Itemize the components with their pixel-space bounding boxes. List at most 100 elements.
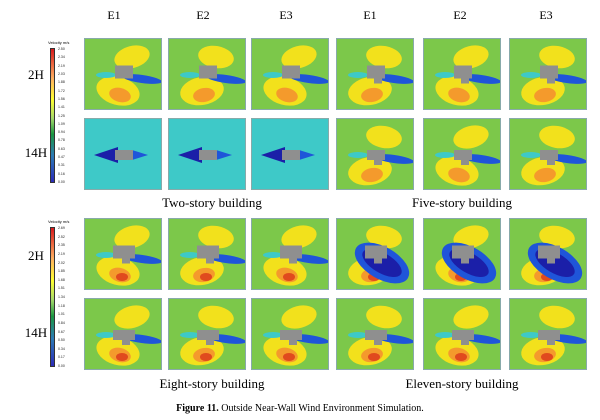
legend-colorbar (50, 48, 55, 183)
legend-tick-label: 1.25 (58, 113, 65, 118)
legend-tick-label: 1.68 (58, 277, 65, 282)
row-label-14h-bottom: 14H (24, 325, 48, 340)
legend-colorbar (50, 227, 55, 367)
column-header-e3-right: E3 (539, 8, 553, 22)
legend-tick-label: 1.85 (58, 269, 65, 274)
velocity-contour-image (424, 119, 500, 189)
legend-tick-label: 2.19 (58, 63, 65, 68)
legend-tick-label: 0.47 (58, 155, 65, 160)
velocity-contour-image (169, 299, 245, 369)
velocity-contour-image (337, 39, 413, 109)
legend-tick-label: 0.67 (58, 329, 65, 334)
velocity-contour-image (337, 119, 413, 189)
column-header-e2-left: E2 (196, 8, 210, 22)
wind-field-panel-top-14h-4 (336, 118, 414, 190)
legend-title: Velocity m/s (48, 219, 70, 224)
legend-tick-label: 0.00 (58, 180, 65, 184)
legend-tick-label: 2.35 (58, 243, 65, 248)
wind-field-panel-bottom-14h-2 (168, 298, 246, 370)
row-label-2h-bottom: 2H (28, 248, 44, 263)
velocity-contour-image (424, 219, 500, 289)
wind-field-panel-bottom-2h-4 (336, 218, 414, 290)
legend-tick-label: 1.18 (58, 303, 65, 308)
velocity-contour-image (510, 219, 586, 289)
velocity-contour-image (252, 219, 328, 289)
wind-field-panel-top-2h-3 (251, 38, 329, 110)
figure-caption: Figure 11. Outside Near-Wall Wind Enviro… (0, 403, 600, 414)
legend-tick-label: 0.17 (58, 355, 65, 360)
legend-tick-label: 1.72 (58, 88, 65, 93)
velocity-contour-image (424, 299, 500, 369)
legend-title: Velocity m/s (48, 40, 70, 45)
wind-field-panel-bottom-2h-3 (251, 218, 329, 290)
legend-tick-label: 0.63 (58, 146, 65, 151)
legend-tick-label: 0.50 (58, 338, 65, 343)
velocity-contour-image (85, 39, 161, 109)
legend-tick-label: 0.00 (58, 364, 65, 368)
wind-field-panel-bottom-14h-5 (423, 298, 501, 370)
wind-field-panel-top-2h-5 (423, 38, 501, 110)
velocity-legend-bottom: Velocity m/s 2.69 2.52 2.35 2.19 2.02 1.85 1.6… (48, 219, 88, 369)
legend-tick-label: 2.19 (58, 251, 65, 256)
velocity-contour-image (510, 39, 586, 109)
wind-field-panel-top-14h-5 (423, 118, 501, 190)
wind-field-panel-bottom-14h-1 (84, 298, 162, 370)
velocity-contour-image (337, 219, 413, 289)
legend-tick-label: 2.34 (58, 55, 65, 60)
legend-tick-label: 0.84 (58, 320, 65, 325)
velocity-legend-top: Velocity m/s 2.50 2.34 2.19 2.03 1.88 1.72 1.5… (48, 40, 88, 185)
wind-field-panel-top-2h-2 (168, 38, 246, 110)
legend-tick-label: 1.01 (58, 312, 65, 317)
legend-tick-label: 0.31 (58, 163, 65, 168)
wind-field-panel-top-14h-3 (251, 118, 329, 190)
wind-field-panel-top-2h-1 (84, 38, 162, 110)
velocity-contour-image (424, 39, 500, 109)
group-title-two-story: Two-story building (162, 195, 262, 210)
velocity-contour-image (85, 219, 161, 289)
wind-field-panel-bottom-14h-6 (509, 298, 587, 370)
velocity-contour-image (510, 299, 586, 369)
legend-tick-label: 1.88 (58, 80, 65, 85)
figure-caption-label: Figure 11. (176, 403, 219, 414)
legend-tick-label: 0.78 (58, 138, 65, 143)
wind-field-panel-top-14h-1 (84, 118, 162, 190)
velocity-contour-image (337, 299, 413, 369)
column-header-e3-left: E3 (279, 8, 293, 22)
row-label-14h-top: 14H (24, 145, 48, 160)
row-label-2h-top: 2H (28, 67, 44, 82)
legend-tick-label: 1.41 (58, 105, 65, 110)
velocity-contour-image (252, 299, 328, 369)
legend-tick-label: 2.69 (58, 226, 65, 230)
velocity-contour-image (85, 299, 161, 369)
wind-field-panel-bottom-14h-3 (251, 298, 329, 370)
column-header-e2-right: E2 (453, 8, 467, 22)
wind-field-panel-top-14h-6 (509, 118, 587, 190)
legend-tick-label: 1.51 (58, 286, 65, 291)
legend-tick-label: 1.09 (58, 121, 65, 126)
velocity-contour-image (85, 119, 161, 189)
figure-caption-text: Outside Near-Wall Wind Environment Simul… (218, 403, 424, 414)
velocity-contour-image (252, 119, 328, 189)
legend-tick-label: 0.16 (58, 171, 65, 176)
legend-tick-label: 2.50 (58, 47, 65, 51)
legend-tick-label: 1.34 (58, 295, 65, 299)
legend-tick-label: 2.02 (58, 260, 65, 265)
velocity-contour-image (510, 119, 586, 189)
legend-tick-label: 0.94 (58, 130, 65, 135)
wind-field-panel-top-14h-2 (168, 118, 246, 190)
wind-field-panel-top-2h-6 (509, 38, 587, 110)
group-title-five-story: Five-story building (411, 195, 513, 210)
group-title-eleven-story: Eleven-story building (405, 376, 519, 391)
wind-field-panel-bottom-2h-2 (168, 218, 246, 290)
velocity-contour-image (169, 119, 245, 189)
velocity-contour-image (169, 219, 245, 289)
column-header-e1-left: E1 (107, 8, 121, 22)
velocity-contour-image (252, 39, 328, 109)
legend-tick-label: 2.52 (58, 234, 65, 239)
wind-field-panel-bottom-2h-6 (509, 218, 587, 290)
legend-tick-label: 2.03 (58, 71, 65, 76)
wind-field-panel-bottom-2h-5 (423, 218, 501, 290)
legend-tick-label: 0.34 (58, 346, 65, 351)
wind-field-panel-top-2h-4 (336, 38, 414, 110)
legend-tick-label: 1.56 (58, 96, 65, 101)
